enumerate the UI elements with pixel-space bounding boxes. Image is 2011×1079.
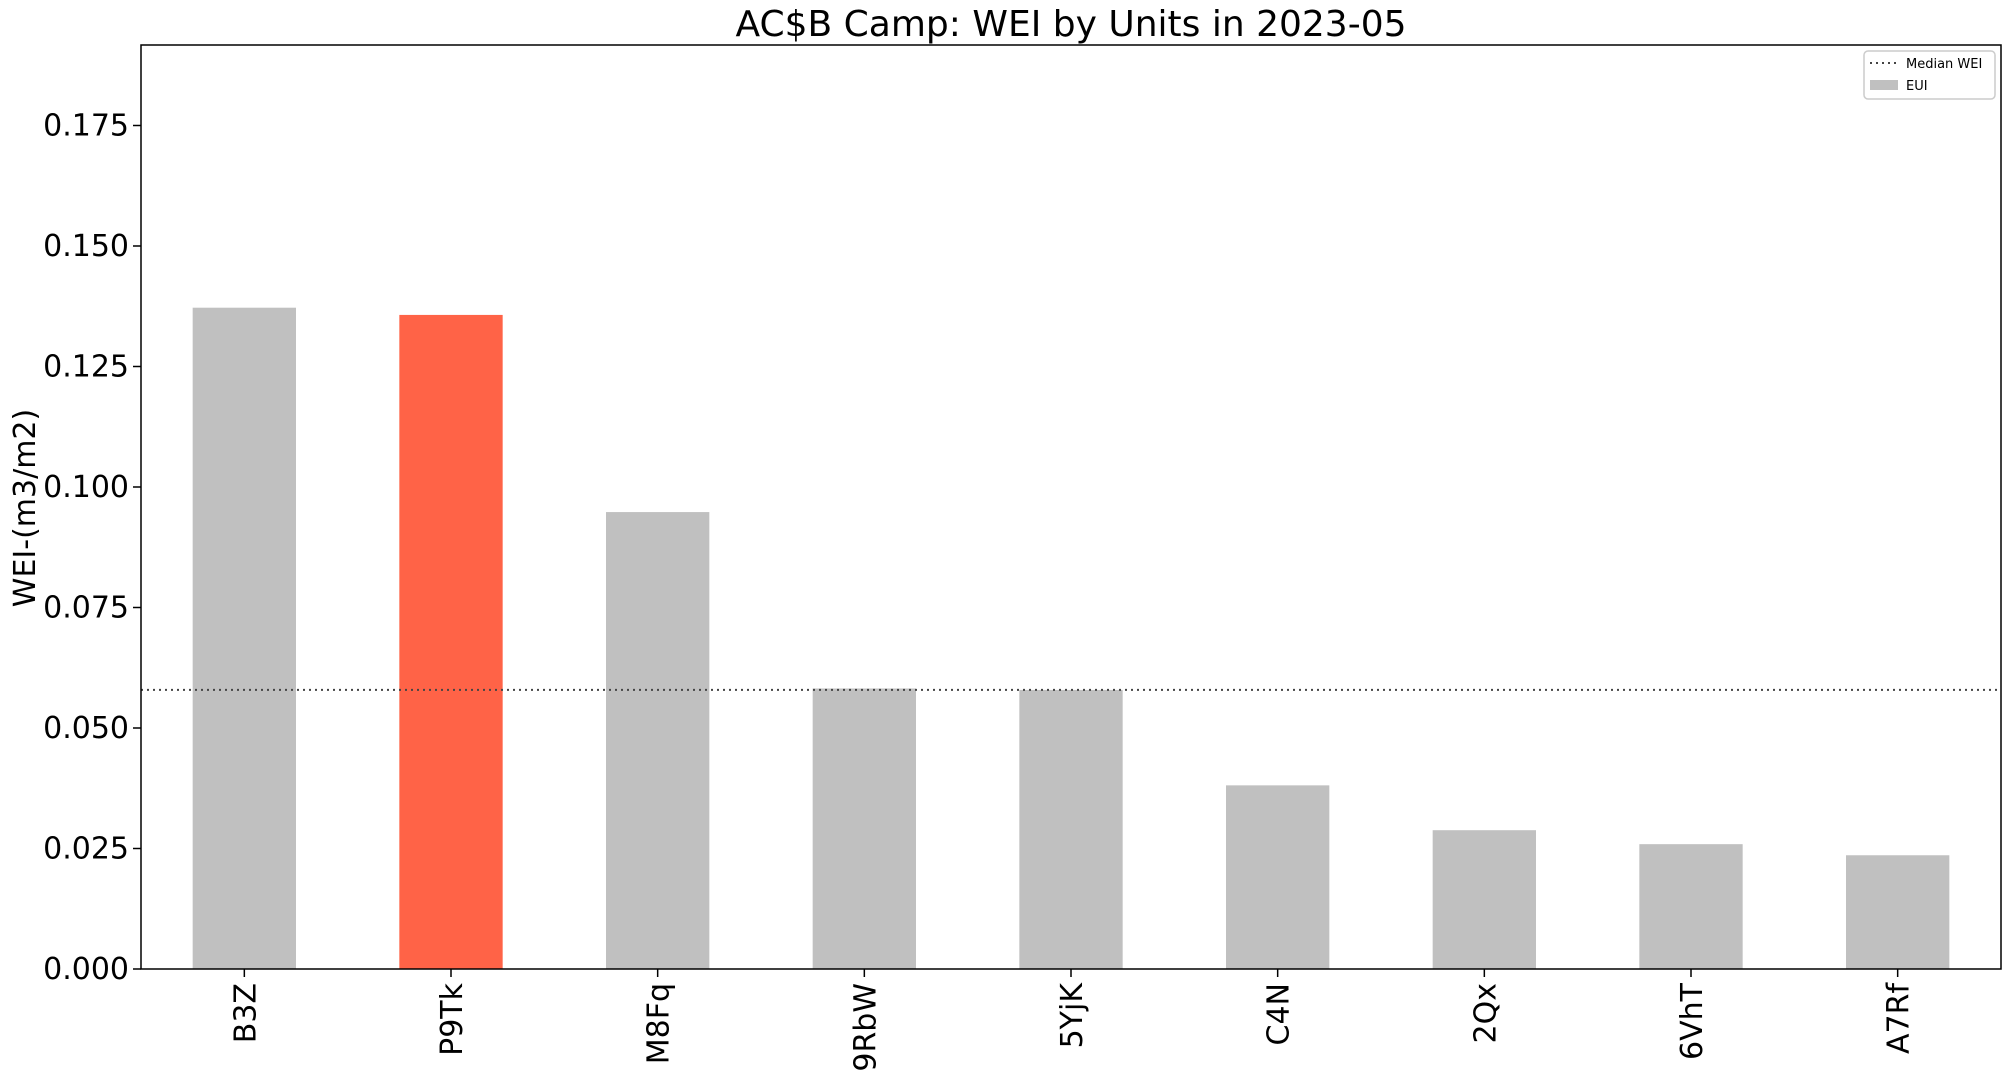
y-tick-label: 0.050	[43, 711, 129, 746]
x-tick-label: 6VhT	[1675, 982, 1710, 1060]
bar-B3Z	[192, 307, 296, 969]
bar-9RbW	[812, 688, 916, 969]
x-tick-label: M8Fq	[642, 983, 677, 1064]
y-tick-label: 0.125	[43, 349, 129, 384]
legend-eui-label: EUI	[1906, 79, 1928, 94]
x-tick-label: 5YjK	[1055, 982, 1090, 1049]
y-tick-label: 0.150	[43, 229, 129, 264]
legend-median-label: Median WEI	[1906, 57, 1982, 72]
legend-eui-swatch	[1870, 80, 1898, 90]
bar-P9Tk	[399, 314, 503, 969]
bar-6VhT	[1639, 844, 1743, 969]
y-tick-label: 0.100	[43, 470, 129, 505]
x-tick-label: 9RbW	[848, 983, 883, 1072]
bar-C4N	[1226, 785, 1330, 969]
x-tick-label: C4N	[1262, 983, 1297, 1045]
plot-frame	[140, 44, 2002, 970]
y-axis: 0.000 0.025 0.050 0.075 0.100 0.125 0.150 0.175	[43, 108, 141, 987]
x-tick-label: B3Z	[228, 983, 263, 1043]
x-tick-label: 2Qx	[1468, 983, 1503, 1043]
x-tick-label: P9Tk	[435, 982, 470, 1056]
y-axis-label: WEI-(m3/m2)	[8, 409, 43, 607]
legend: Median WEI EUI	[1863, 50, 1996, 100]
x-axis: B3Z P9Tk M8Fq 9RbW 5YjK C4N 2Qx 6VhT A7Rf	[228, 969, 1917, 1072]
chart-title: AC$B Camp: WEI by Units in 2023-05	[735, 4, 1406, 45]
bar-M8Fq	[606, 512, 710, 969]
y-tick-label: 0.000	[43, 952, 129, 987]
x-tick-label: A7Rf	[1882, 982, 1917, 1054]
bar-A7Rf	[1846, 855, 1950, 969]
y-tick-label: 0.175	[43, 108, 129, 143]
y-tick-label: 0.075	[43, 590, 129, 625]
bars-group	[192, 307, 1950, 969]
bar-5YjK	[1019, 689, 1123, 969]
bar-2Qx	[1432, 830, 1536, 969]
y-tick-label: 0.025	[43, 831, 129, 866]
